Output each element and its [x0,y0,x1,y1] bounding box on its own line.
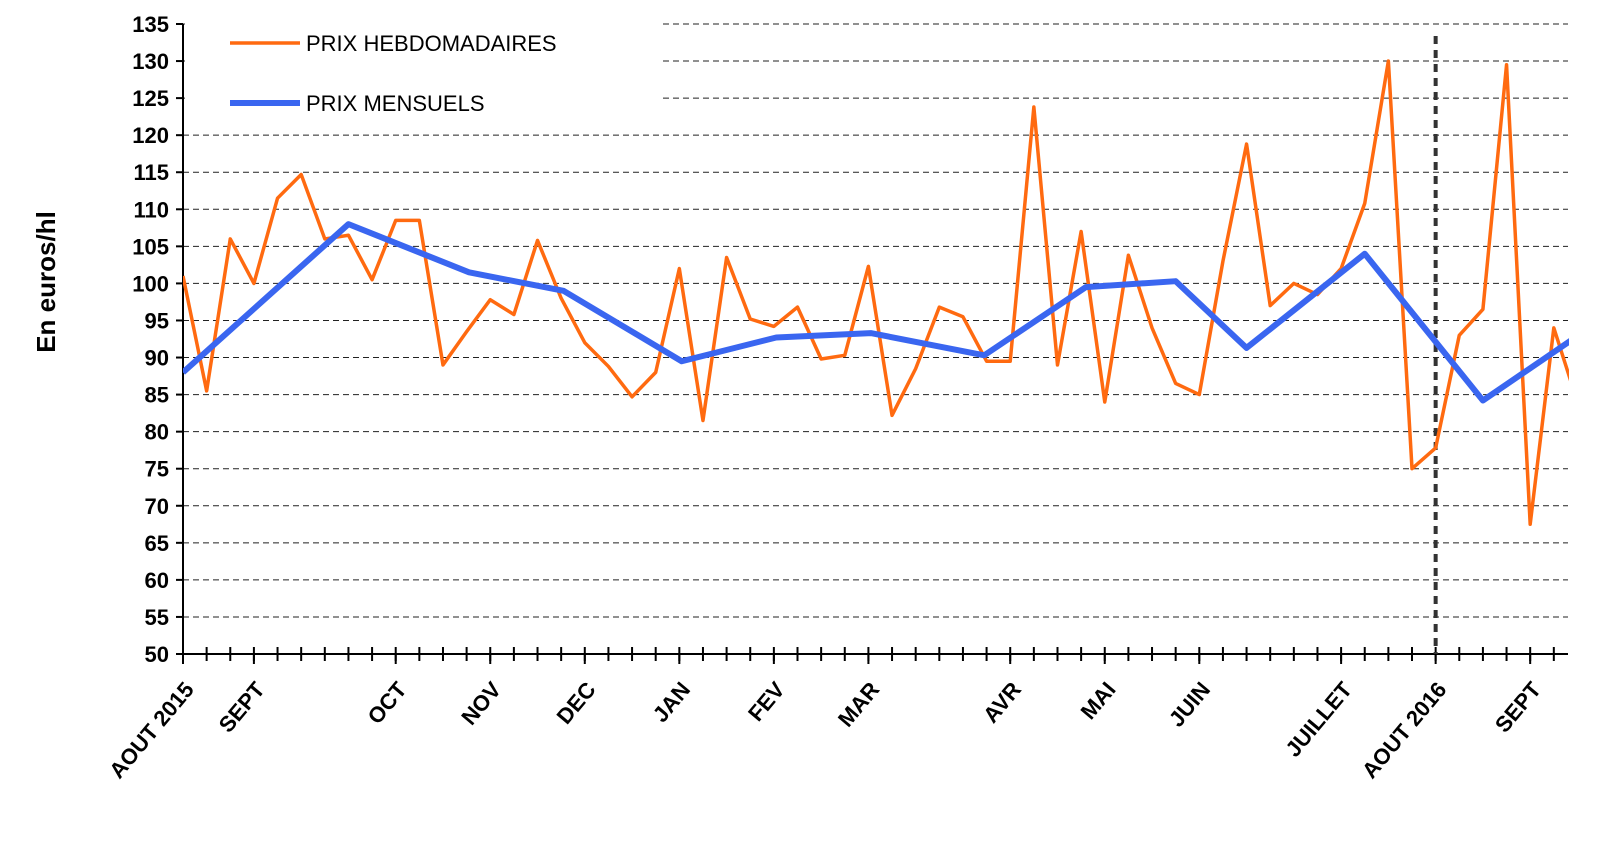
y-tick-label: 75 [145,457,169,482]
x-tick-label: AVR [978,677,1026,727]
plot-area [183,59,1569,527]
x-tick-label: AOUT 2016 [1357,677,1452,783]
x-tick-label: SEPT [1490,677,1546,738]
x-tick-label: FEV [743,677,790,726]
y-tick-label: 115 [134,160,170,185]
y-tick-label: 80 [145,420,169,445]
y-tick-label: 85 [145,383,169,408]
y-tick-label: 90 [145,346,169,371]
legend-box [185,16,661,116]
x-tick-label: DEC [552,677,601,729]
legend-label: PRIX HEBDOMADAIRES [306,31,557,56]
x-tick-label: JAN [648,677,695,727]
x-tick-label: JUIN [1164,677,1215,731]
y-tick-label: 110 [134,197,170,222]
y-tick-label: 100 [132,271,169,296]
y-tick-label: 70 [145,494,169,519]
y-tick-label: 125 [132,86,169,111]
y-tick-label: 120 [132,123,169,148]
series-line [183,221,1569,404]
y-tick-label: 60 [145,568,169,593]
series-line [183,59,1569,527]
y-tick-label: 65 [145,531,169,556]
y-tick-label: 95 [145,308,169,333]
x-tick-label: MAR [833,677,884,732]
x-tick-label: MAI [1076,677,1121,724]
legend-label: PRIX MENSUELS [306,91,485,116]
y-tick-label: 135 [132,12,169,37]
y-tick-label: 50 [145,642,169,667]
y-tick-label: 105 [132,234,169,259]
y-axis-label: En euros/hl [31,211,61,353]
x-tick-label: JUILLET [1280,677,1357,762]
x-tick-label: OCT [363,677,412,729]
y-tick-label: 130 [132,49,169,74]
x-tick-label: AOUT 2015 [104,677,199,783]
x-tick-label: NOV [456,677,506,730]
x-tick-label: SEPT [214,677,270,738]
y-tick-label: 55 [145,605,169,630]
